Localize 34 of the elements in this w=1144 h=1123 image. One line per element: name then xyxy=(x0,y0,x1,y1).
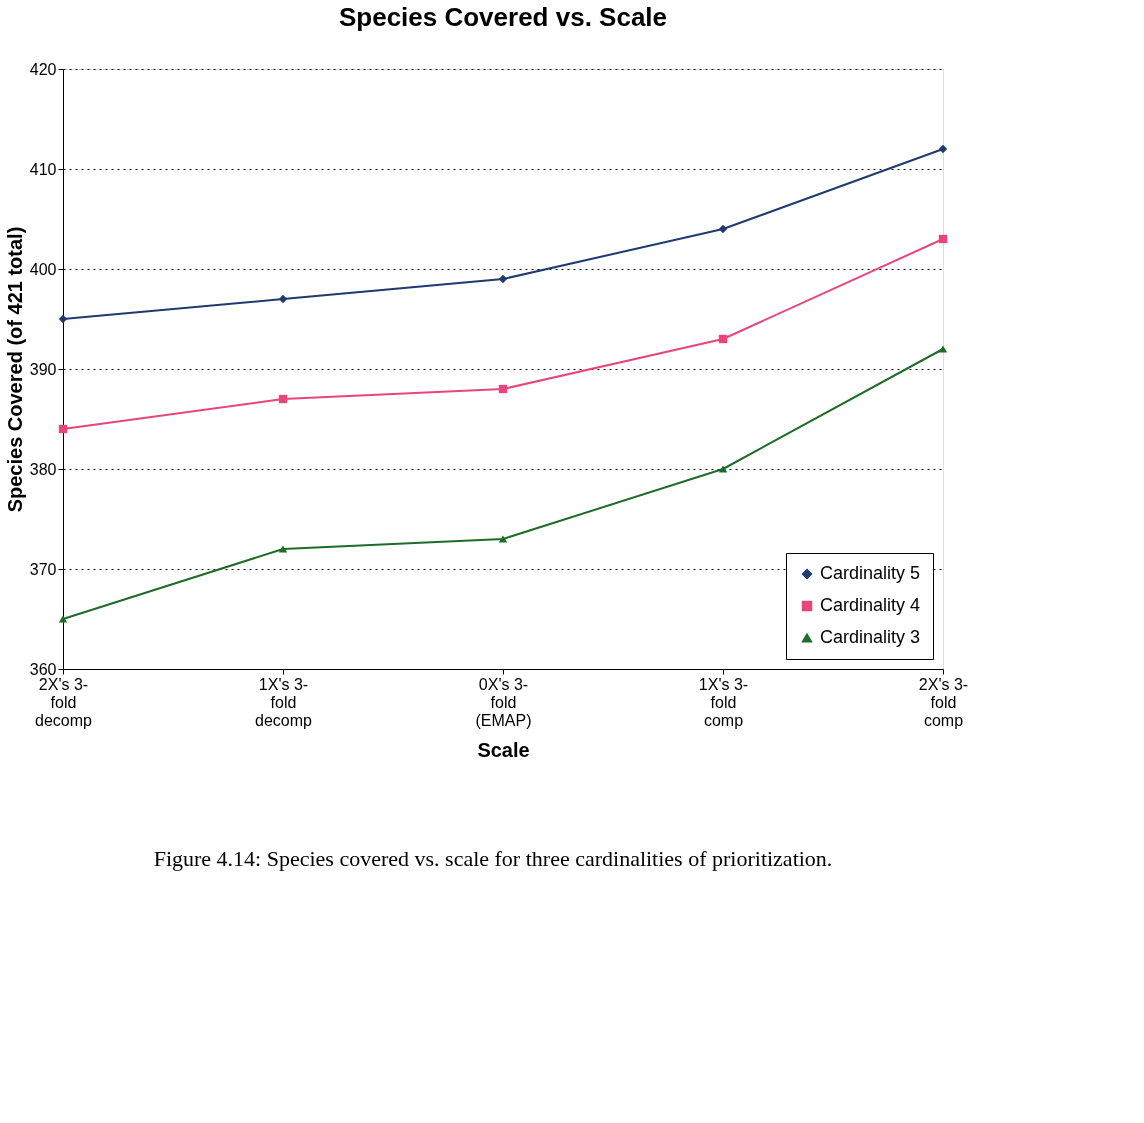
point xyxy=(718,465,728,473)
x-axis-title: Scale xyxy=(477,738,530,761)
y-tick-label: 390 xyxy=(29,360,57,378)
chart-title: Species Covered vs. Scale xyxy=(338,2,668,32)
point xyxy=(938,234,948,244)
legend-label: Cardinality 5 xyxy=(820,563,921,583)
y-tick-label: 410 xyxy=(29,160,57,178)
point xyxy=(58,615,68,623)
y-axis-title: Species Covered (of 421 total) xyxy=(3,226,26,513)
x-tick-label: 1X's 3- fold comp xyxy=(698,675,749,729)
x-tick-label: 1X's 3- fold decomp xyxy=(255,675,313,729)
point xyxy=(498,274,508,284)
point xyxy=(498,384,508,394)
point xyxy=(718,224,728,234)
y-tick-label: 400 xyxy=(29,260,57,278)
point xyxy=(938,144,948,154)
y-tick-label: 380 xyxy=(29,460,57,478)
point xyxy=(278,294,288,304)
x-tick-label: 0X's 3- fold (EMAP) xyxy=(475,675,532,729)
point xyxy=(278,545,288,553)
y-tick-label: 370 xyxy=(29,560,57,578)
y-tick-label: 420 xyxy=(29,60,57,78)
point xyxy=(58,424,68,434)
x-tick-label: 2X's 3- fold decomp xyxy=(35,675,93,729)
point xyxy=(718,334,728,344)
caption: Figure 4.14: Species covered vs. scale for three cardinalities of prioritization. xyxy=(153,846,833,871)
legend-label: Cardinality 4 xyxy=(820,595,921,615)
x-tick-label: 2X's 3- fold comp xyxy=(918,675,969,729)
legend-label: Cardinality 3 xyxy=(820,627,921,647)
point xyxy=(278,394,288,404)
point xyxy=(58,314,68,324)
point xyxy=(938,345,948,353)
point xyxy=(498,535,508,543)
y-tick-label: 360 xyxy=(29,660,57,678)
